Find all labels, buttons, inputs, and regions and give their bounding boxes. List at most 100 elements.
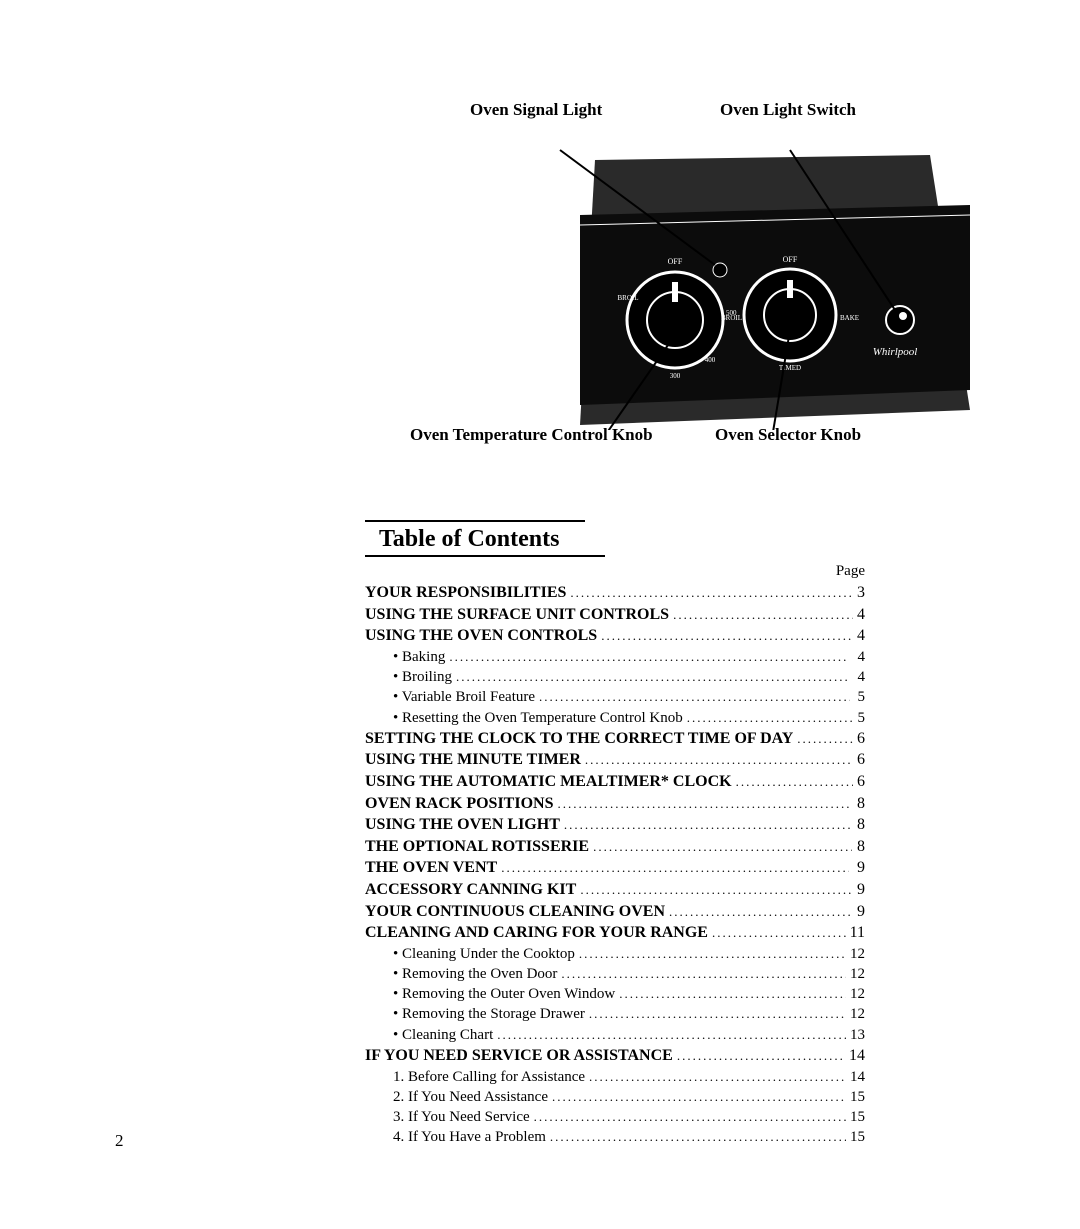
toc-entries: YOUR RESPONSIBILITIES3USING THE SURFACE … (365, 582, 865, 1148)
toc-leader-dots (593, 838, 852, 856)
toc-leader-dots (589, 1068, 846, 1086)
page: Oven Signal Light Oven Light Switch OFF … (0, 0, 1080, 1229)
oven-light-switch-icon (886, 306, 914, 334)
control-panel-diagram: Oven Signal Light Oven Light Switch OFF … (370, 100, 990, 430)
toc-entry: If You Have a Problem 15 (365, 1127, 865, 1147)
toc-entry: Resetting the Oven Temperature Control K… (365, 708, 865, 728)
toc-entry-page: 4 (856, 625, 865, 647)
toc-leader-dots (669, 903, 853, 921)
toc-page-header: Page (365, 563, 865, 580)
toc-entry-page: 12 (850, 944, 865, 964)
toc-entry: USING THE MINUTE TIMER 6 (365, 749, 865, 771)
toc-entry-page: 12 (850, 984, 865, 1004)
toc-entry-page: 8 (856, 836, 865, 858)
toc-entry-label: If You Need Assistance (393, 1087, 548, 1107)
toc-entry-label: CLEANING AND CARING FOR YOUR RANGE (365, 922, 708, 944)
toc-entry: Broiling4 (365, 667, 865, 687)
toc-entry-page: 11 (850, 922, 865, 944)
toc-entry-label: THE OVEN VENT (365, 857, 497, 879)
toc-entry-label: Removing the Storage Drawer (393, 1004, 585, 1024)
toc-entry-page: 9 (853, 857, 866, 879)
toc-entry-label: Cleaning Chart (393, 1025, 493, 1045)
knob-label-broil: BROIL (618, 294, 639, 302)
toc-entry: SETTING THE CLOCK TO THE CORRECT TIME OF… (365, 728, 865, 750)
toc-entry: ACCESSORY CANNING KIT9 (365, 879, 865, 901)
toc-entry-label: USING THE SURFACE UNIT CONTROLS (365, 604, 669, 626)
toc-leader-dots (449, 648, 846, 666)
toc-entry-page: 15 (850, 1087, 865, 1107)
toc-entry: Removing the Storage Drawer 12 (365, 1004, 865, 1024)
toc-entry: Removing the Oven Door12 (365, 964, 865, 984)
toc-entry: Cleaning Chart 13 (365, 1025, 865, 1045)
diagram-top-labels: Oven Signal Light Oven Light Switch (370, 100, 990, 130)
toc-leader-dots (687, 709, 854, 727)
toc-entry-label: Variable Broil Feature (393, 687, 535, 707)
toc-entry-label: Cleaning Under the Cooktop (393, 944, 575, 964)
toc-entry: Before Calling for Assistance 14 (365, 1067, 865, 1087)
toc-leader-dots (564, 816, 851, 834)
toc-leader-dots (619, 985, 846, 1003)
toc-leader-dots (552, 1088, 846, 1106)
toc-leader-dots (712, 924, 846, 942)
toc-entry: USING THE OVEN LIGHT8 (365, 814, 865, 836)
toc-leader-dots (589, 1005, 846, 1023)
toc-entry: If You Need Assistance 15 (365, 1087, 865, 1107)
toc-entry: OVEN RACK POSITIONS 8 (365, 793, 865, 815)
toc-entry-label: ACCESSORY CANNING KIT (365, 879, 576, 901)
toc-entry-label: USING THE AUTOMATIC MEALTIMER* CLOCK (365, 771, 732, 793)
toc-entry-label: USING THE OVEN CONTROLS (365, 625, 597, 647)
page-number: 2 (115, 1131, 124, 1151)
toc-entry-label: THE OPTIONAL ROTISSERIE (365, 836, 589, 858)
toc-entry-label: If You Have a Problem (393, 1127, 546, 1147)
whirlpool-logo: Whirlpool (873, 346, 918, 358)
toc-leader-dots (539, 688, 850, 706)
toc-entry: USING THE SURFACE UNIT CONTROLS 4 (365, 604, 865, 626)
toc-entry: USING THE AUTOMATIC MEALTIMER* CLOCK 6 (365, 771, 865, 793)
knob-label-off2: OFF (783, 255, 798, 264)
toc-leader-dots (579, 945, 846, 963)
table-of-contents: Table of Contents Page YOUR RESPONSIBILI… (365, 520, 865, 1148)
toc-entry-page: 4 (851, 667, 865, 687)
toc-leader-dots (561, 965, 846, 983)
toc-entry-page: 4 (857, 604, 865, 626)
toc-leader-dots (677, 1047, 845, 1065)
toc-entry: THE OPTIONAL ROTISSERIE 8 (365, 836, 865, 858)
toc-leader-dots (570, 584, 851, 602)
toc-entry-page: 6 (857, 771, 865, 793)
toc-entry-page: 5 (858, 708, 866, 728)
toc-entry: IF YOU NEED SERVICE OR ASSISTANCE14 (365, 1045, 865, 1067)
toc-entry-page: 6 (855, 749, 865, 771)
toc-entry-page: 14 (850, 1067, 865, 1087)
knob-label-broil2: BROIL (721, 314, 742, 322)
label-signal-light: Oven Signal Light (470, 100, 602, 120)
toc-entry-label: Before Calling for Assistance (393, 1067, 585, 1087)
toc-leader-dots (550, 1128, 846, 1146)
toc-entry: YOUR CONTINUOUS CLEANING OVEN9 (365, 901, 865, 923)
toc-leader-dots (736, 773, 853, 791)
toc-entry: Baking4 (365, 647, 865, 667)
knob-label-off: OFF (668, 257, 683, 266)
toc-entry-page: 5 (854, 687, 865, 707)
toc-entry-label: USING THE MINUTE TIMER (365, 749, 581, 771)
toc-leader-dots (585, 751, 852, 769)
toc-leader-dots (580, 881, 851, 899)
toc-rule-top (365, 520, 585, 522)
toc-entry: USING THE OVEN CONTROLS 4 (365, 625, 865, 647)
label-selector-knob: Oven Selector Knob (715, 425, 861, 445)
toc-entry-page: 3 (855, 582, 865, 604)
toc-entry-page: 15 (850, 1107, 865, 1127)
toc-entry: If You Need Service15 (365, 1107, 865, 1127)
toc-entry-label: YOUR CONTINUOUS CLEANING OVEN (365, 901, 665, 923)
toc-leader-dots (557, 795, 850, 813)
toc-entry-label: USING THE OVEN LIGHT (365, 814, 560, 836)
toc-entry: Variable Broil Feature 5 (365, 687, 865, 707)
toc-entry-label: OVEN RACK POSITIONS (365, 793, 553, 815)
toc-entry-page: 13 (850, 1025, 865, 1045)
toc-leader-dots (601, 627, 852, 645)
toc-entry-page: 12 (850, 1004, 865, 1024)
toc-leader-dots (456, 668, 847, 686)
toc-entry-page: 8 (854, 793, 865, 815)
toc-entry-page: 15 (850, 1127, 865, 1147)
oven-signal-light-icon (713, 263, 727, 277)
toc-entry-page: 12 (850, 964, 865, 984)
